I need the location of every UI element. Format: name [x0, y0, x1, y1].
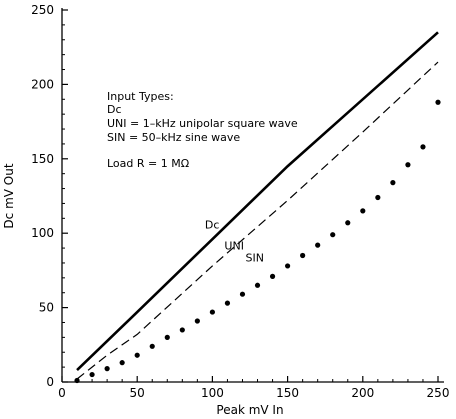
series-sin-point — [390, 180, 396, 186]
series-sin-point — [360, 208, 366, 214]
series-uni-line — [76, 61, 439, 380]
series-sin-point — [420, 144, 426, 150]
curve-label-uni: UNI — [224, 240, 244, 253]
y-tick-label: 250 — [31, 3, 54, 17]
load-resistance-note: Load R = 1 MΩ — [107, 157, 189, 170]
legend-block: Input Types: Dc UNI = 1–kHz unipolar squ… — [107, 90, 298, 170]
x-tick-label: 250 — [427, 386, 450, 400]
series-sin-point — [315, 242, 321, 248]
legend-entry-sin: SIN = 50–kHz sine wave — [107, 131, 240, 144]
tick-marks — [61, 9, 439, 383]
series-sin-point — [254, 282, 261, 288]
series-sin-point — [119, 360, 125, 366]
series-sin-point — [164, 334, 170, 340]
series-sin-point — [330, 232, 336, 238]
y-tick-label: 0 — [46, 375, 54, 389]
y-tick-label: 100 — [31, 226, 54, 240]
series-sin-point — [269, 273, 276, 279]
series-sin-point — [179, 327, 185, 333]
x-axis-label: Peak mV In — [216, 403, 283, 417]
series-sin-point — [74, 377, 80, 384]
x-tick-label: 150 — [276, 386, 299, 400]
series-sin-point — [89, 371, 95, 378]
axes — [61, 8, 444, 383]
series-sin-point — [285, 263, 291, 269]
curve-label-dc: Dc — [205, 219, 220, 232]
series-sin-point — [149, 343, 155, 349]
x-tick-label: 50 — [130, 386, 145, 400]
series-sin-point — [300, 252, 306, 259]
y-tick-label: 200 — [31, 77, 54, 91]
x-tick-label: 100 — [201, 386, 224, 400]
series-dc-line — [76, 31, 439, 372]
tick-labels: 0 50 100 150 200 250 0 50 100 150 200 250 — [31, 3, 449, 400]
series-sin-point — [239, 291, 246, 297]
y-tick-label: 50 — [39, 301, 54, 315]
x-tick-label: 200 — [351, 386, 374, 400]
y-axis-label: Dc mV Out — [2, 163, 16, 228]
series-sin-point — [405, 162, 411, 168]
series-sin-point — [224, 300, 231, 306]
curve-label-sin: SIN — [245, 251, 263, 264]
series-sin-point — [375, 194, 381, 201]
series-sin-point — [134, 352, 140, 358]
series-layer — [74, 31, 441, 384]
series-sin-point — [435, 99, 441, 105]
series-sin-point — [104, 366, 110, 372]
x-tick-label: 0 — [58, 386, 66, 400]
legend-entry-uni: UNI = 1–kHz unipolar square wave — [107, 117, 298, 130]
series-sin-point — [194, 318, 200, 324]
legend-heading: Input Types: — [107, 90, 174, 103]
y-tick-label: 150 — [31, 152, 54, 166]
legend-entry-dc: Dc — [107, 103, 122, 116]
series-sin-point — [209, 309, 215, 315]
series-sin-point — [345, 220, 351, 226]
